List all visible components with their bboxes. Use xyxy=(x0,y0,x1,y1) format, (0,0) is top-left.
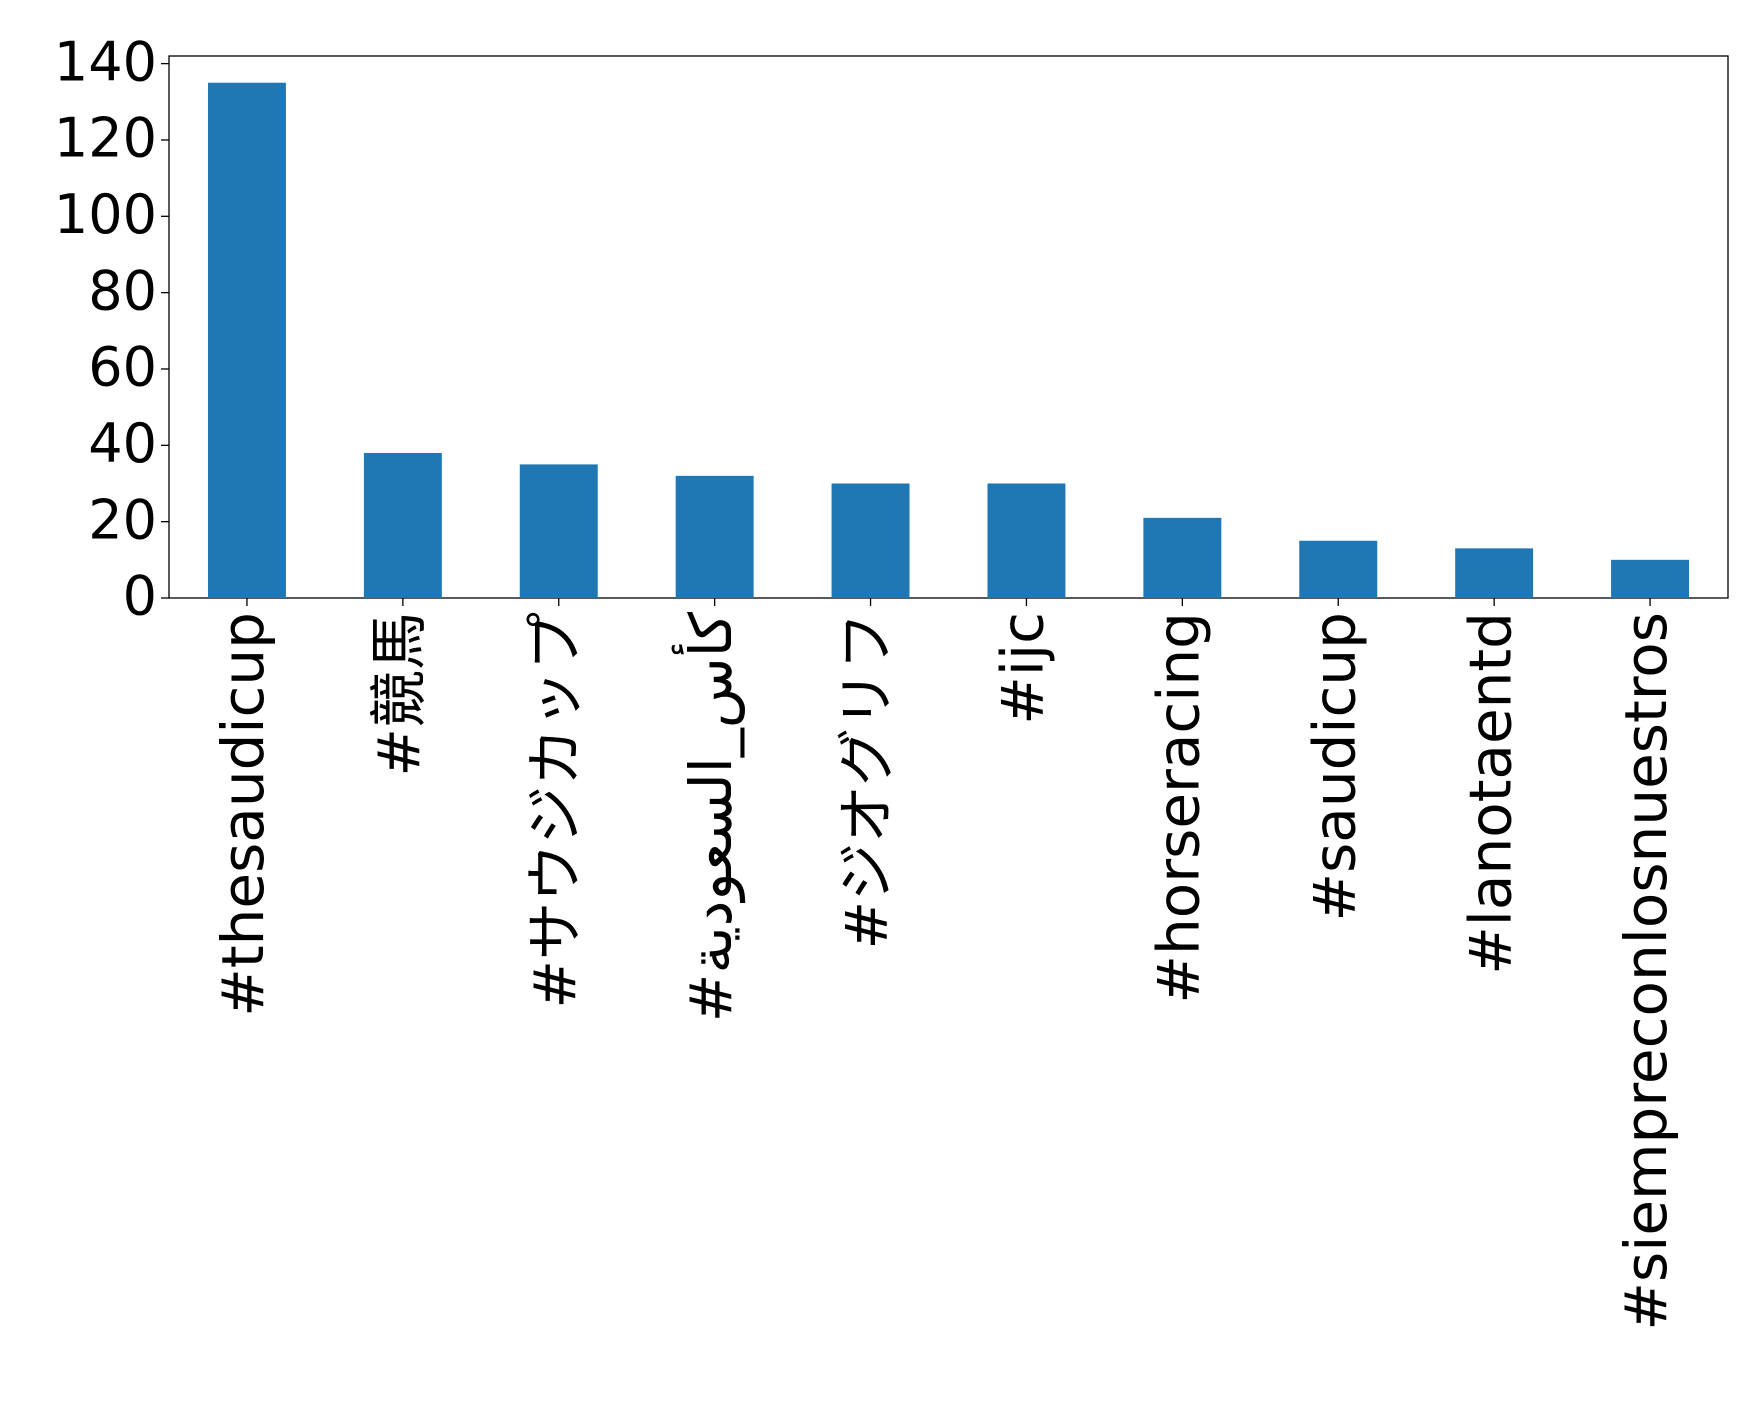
x-tick-label: #ijc xyxy=(989,612,1057,725)
bar xyxy=(987,483,1066,598)
x-tick-label: #siempreconlosnuestros xyxy=(1612,612,1680,1331)
y-tick-label: 40 xyxy=(88,412,157,475)
x-tick-label: #كأس_السعودية xyxy=(671,612,746,1023)
y-tick-label: 0 xyxy=(123,565,157,628)
x-tick-label: #saudicup xyxy=(1300,612,1368,922)
y-tick-label: 80 xyxy=(88,259,157,322)
plot-frame xyxy=(168,55,1729,599)
y-tick-label: 20 xyxy=(88,488,157,551)
bar xyxy=(1611,559,1690,598)
y-tick-label: 140 xyxy=(54,30,157,93)
bar xyxy=(363,452,442,598)
bar xyxy=(1143,517,1222,598)
bar xyxy=(675,475,754,598)
bar xyxy=(1455,548,1534,598)
bar xyxy=(207,82,286,598)
x-tick-label: #ジオグリフ xyxy=(833,612,901,949)
x-tick-label: #horseracing xyxy=(1144,612,1212,1004)
x-tick-label: #lanotaentd xyxy=(1456,612,1524,975)
bar xyxy=(831,483,910,598)
bar xyxy=(519,464,598,598)
y-tick-label: 120 xyxy=(54,107,157,170)
x-tick-label: #サウジカップ xyxy=(521,612,589,1009)
bar xyxy=(1299,540,1378,598)
y-tick-label: 60 xyxy=(88,336,157,399)
x-tick-label: #競馬 xyxy=(365,612,433,777)
y-tick-label: 100 xyxy=(54,183,157,246)
x-tick-label: #thesaudicup xyxy=(209,612,277,1017)
